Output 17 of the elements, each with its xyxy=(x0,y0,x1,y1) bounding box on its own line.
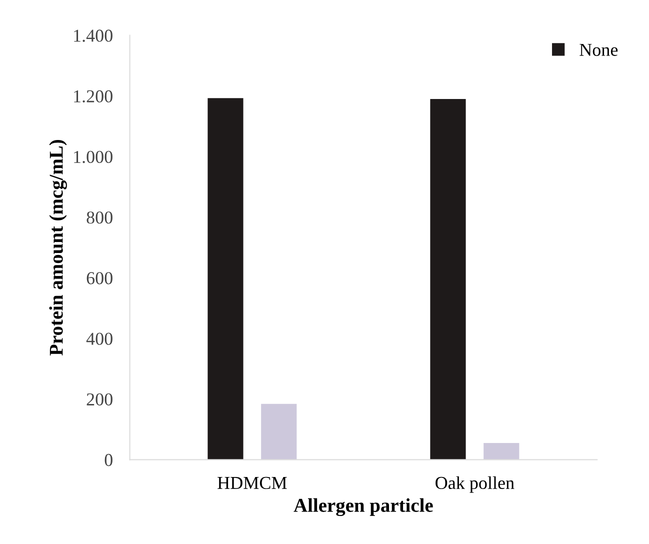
y-axis-title: Protein amount (mcg/mL) xyxy=(49,140,67,356)
legend-label: None xyxy=(580,44,618,56)
bar xyxy=(208,98,244,460)
y-tick-label: 800 xyxy=(86,211,112,224)
bar xyxy=(430,99,466,460)
x-axis-title: Allergen particle xyxy=(294,498,433,516)
x-tick-label: Oak pollen xyxy=(436,476,514,493)
bar xyxy=(261,404,297,460)
y-tick-label: 600 xyxy=(86,272,112,284)
y-tick-label: 1.000 xyxy=(74,150,112,164)
y-tick-label: 1.200 xyxy=(74,90,112,102)
y-tick-label: 1.400 xyxy=(74,30,112,42)
y-tick-label: 200 xyxy=(86,393,112,406)
y-tick-label: 400 xyxy=(86,332,112,345)
bar xyxy=(484,443,520,460)
x-tick-label: HDMCM xyxy=(218,476,287,490)
y-tick-label: 0 xyxy=(104,454,112,466)
